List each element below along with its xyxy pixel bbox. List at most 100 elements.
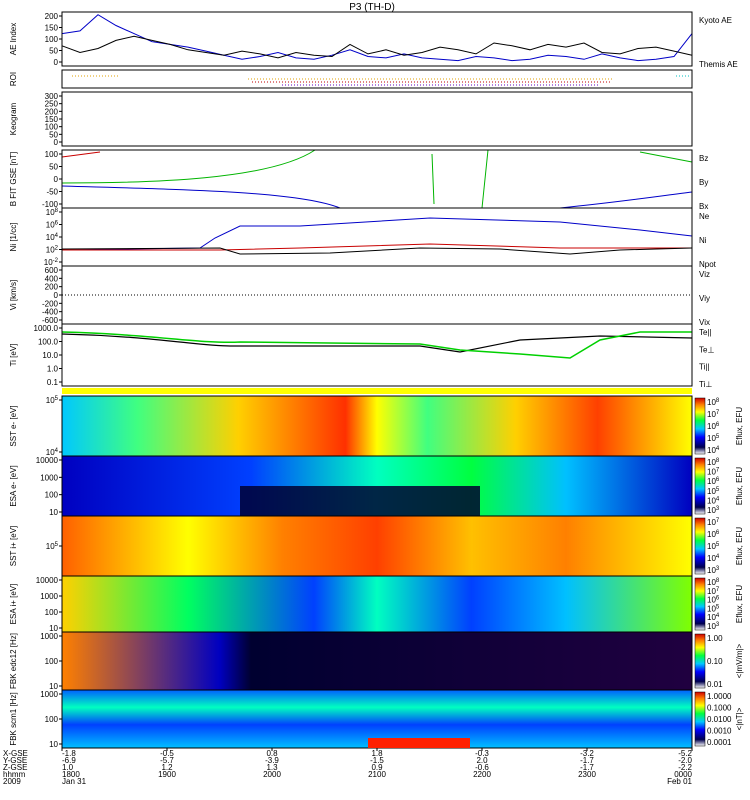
colorbar-tick-label: 104 <box>707 446 720 455</box>
y-tick-label-sst_e: 104 <box>46 448 59 457</box>
y-tick-label-b: -50 <box>46 188 58 197</box>
y-tick-label-esa_i: 10000 <box>36 576 59 585</box>
series-line-ne <box>62 243 692 251</box>
y-tick-label-kp: 150 <box>45 115 59 124</box>
x-tick-label: 2100 <box>368 770 386 779</box>
x-tick-label: Feb 01 <box>667 777 692 786</box>
colorbar-label: <|mV/m|> <box>735 643 744 678</box>
colorbar-label: Eflux, EFU <box>735 527 744 565</box>
y-tick-label-b: 100 <box>45 150 59 159</box>
panel-frame-ae <box>61 11 693 67</box>
y-tick-label-esa_i: 1000 <box>40 592 58 601</box>
series-line-npot <box>61 247 693 255</box>
legend-entry-t: Te⊥ <box>699 345 714 354</box>
y-axis-label-b: B FIT GSE [nT] <box>9 152 18 207</box>
y-tick-label-esa_e: 100 <box>45 491 59 500</box>
series-line-kyoto-ae <box>61 14 693 62</box>
colorbar-tick-label: 106 <box>707 422 720 431</box>
y-tick-label-esa_e: 10 <box>49 508 58 517</box>
colorbar-tick-label: 105 <box>707 604 720 613</box>
spectrogram-fill-esa_i <box>62 576 692 632</box>
x-row-label: X-GSE <box>3 749 28 758</box>
colorbar-tick-label: 104 <box>707 613 720 622</box>
y-tick-label-esa_e: 10000 <box>36 456 59 465</box>
y-tick-label-v: -200 <box>42 299 59 308</box>
legend-entry-v: Viy <box>699 294 710 303</box>
x-tick-label: -1.5 <box>370 756 384 765</box>
colorbar-tick-label: 104 <box>707 554 720 563</box>
y-axis-label-fbk1: FBK edc12 [Hz] <box>9 633 18 689</box>
colorbar-tick-label: 0.0010 <box>707 727 732 736</box>
colorbar-tick-label: 106 <box>707 596 720 605</box>
colorbar-tick-label: 106 <box>707 530 720 539</box>
y-tick-label-kp: 300 <box>45 92 59 101</box>
colorbar-tick-label: 103 <box>707 622 720 631</box>
colorbar-tick-label: 106 <box>707 477 720 486</box>
y-axis-label-sst_i: SST i+ [eV] <box>9 526 18 567</box>
y-tick-label-ae: 150 <box>45 24 59 33</box>
colorbar-tick-label: 107 <box>707 587 720 596</box>
status-band <box>62 388 692 394</box>
panel-density: Ni [1/cc] 108 106 104 102 10-2 Ne Ni Npot <box>9 207 717 269</box>
colorbar-tick-label: 107 <box>707 518 720 527</box>
x-tick-label: 0.8 <box>266 749 278 758</box>
x-tick-label: -1.7 <box>580 756 594 765</box>
y-tick-label-b: 50 <box>49 163 58 172</box>
y-tick-label-fbk1: 10 <box>49 682 58 691</box>
legend-entry-t: Ti⊥ <box>699 380 712 389</box>
x-tick-label: 2300 <box>578 770 596 779</box>
panel-temperature: Ti [eV] 1000.0 100.0 10.0 1.0 0.1 Te|| Te⊥ Ti|| T… <box>9 323 714 389</box>
y-axis-label-sst_e: SST e- [eV] <box>9 405 18 446</box>
series-line-ni <box>61 217 693 251</box>
colorbar-tick-label: 108 <box>707 398 720 407</box>
x-tick-label: 1.8 <box>371 749 383 758</box>
panel-sst-electrons: SST e- [eV] 105 104 <box>9 395 693 457</box>
colorbar-tick-label: 103 <box>707 506 720 515</box>
series-line-by <box>431 149 489 209</box>
x-tick-label: 1900 <box>158 770 176 779</box>
x-row-label: Z-GSE <box>3 763 27 772</box>
y-tick-label-b: 0 <box>54 175 59 184</box>
colorbar-tick-label: 105 <box>707 542 720 551</box>
legend-entry-n: Ne <box>699 212 710 221</box>
colorbar-tick-label: 0.0001 <box>707 738 732 747</box>
colorbar-tick-label: 0.1000 <box>707 704 732 713</box>
y-tick-label-esa_i: 100 <box>45 608 59 617</box>
panel-frame-t <box>61 323 693 387</box>
y-tick-label-v: 400 <box>45 274 59 283</box>
y-tick-label-fbk1: 1000 <box>40 632 58 641</box>
y-tick-label-b: -100 <box>42 200 59 209</box>
x-row-label: Y-GSE <box>3 756 27 765</box>
series-line-bx <box>61 185 341 209</box>
colorbar-tick-label: 0.0100 <box>707 715 732 724</box>
colorbar-label: Eflux, EFU <box>735 467 744 505</box>
x-tick-label: 0000 <box>674 770 692 779</box>
panel-fbk-scm1: FBK scm1 [Hz] 1000 100 10 <box>9 689 693 749</box>
y-axis-label-t: Ti [eV] <box>9 344 18 367</box>
colorbar-tick-label: 104 <box>707 496 720 505</box>
colorbar-tick-label: 108 <box>707 578 720 587</box>
y-tick-label-t: 0.1 <box>47 378 59 387</box>
y-tick-label-n: 102 <box>46 246 59 255</box>
colorbar-tick-label: 107 <box>707 468 720 477</box>
x-tick-label: -1.8 <box>62 749 76 758</box>
x-tick-label: -5.2 <box>678 749 692 758</box>
y-tick-label-v: -400 <box>42 308 59 317</box>
x-tick-label: -2.2 <box>678 763 692 772</box>
panel-esa-ions: ESA i+ [eV] 10000 1000 100 10 <box>9 575 693 633</box>
y-tick-label-kp: 250 <box>45 100 59 109</box>
y-tick-label-v: 200 <box>45 283 59 292</box>
x-row-label: 2009 <box>3 777 21 786</box>
colorbar-tick-label: 0.10 <box>707 657 723 666</box>
y-tick-label-ae: 50 <box>49 47 58 56</box>
x-tick-label: 2200 <box>473 770 491 779</box>
panel-frame-n <box>61 207 693 267</box>
y-axis-label-ae: AE Index <box>9 23 18 55</box>
x-tick-label: 1.0 <box>62 763 74 772</box>
legend-entry-ae: Kyoto AE <box>699 16 732 25</box>
colorbar-tick-label: 107 <box>707 410 720 419</box>
y-axis-label-esa_i: ESA i+ [eV] <box>9 584 18 625</box>
